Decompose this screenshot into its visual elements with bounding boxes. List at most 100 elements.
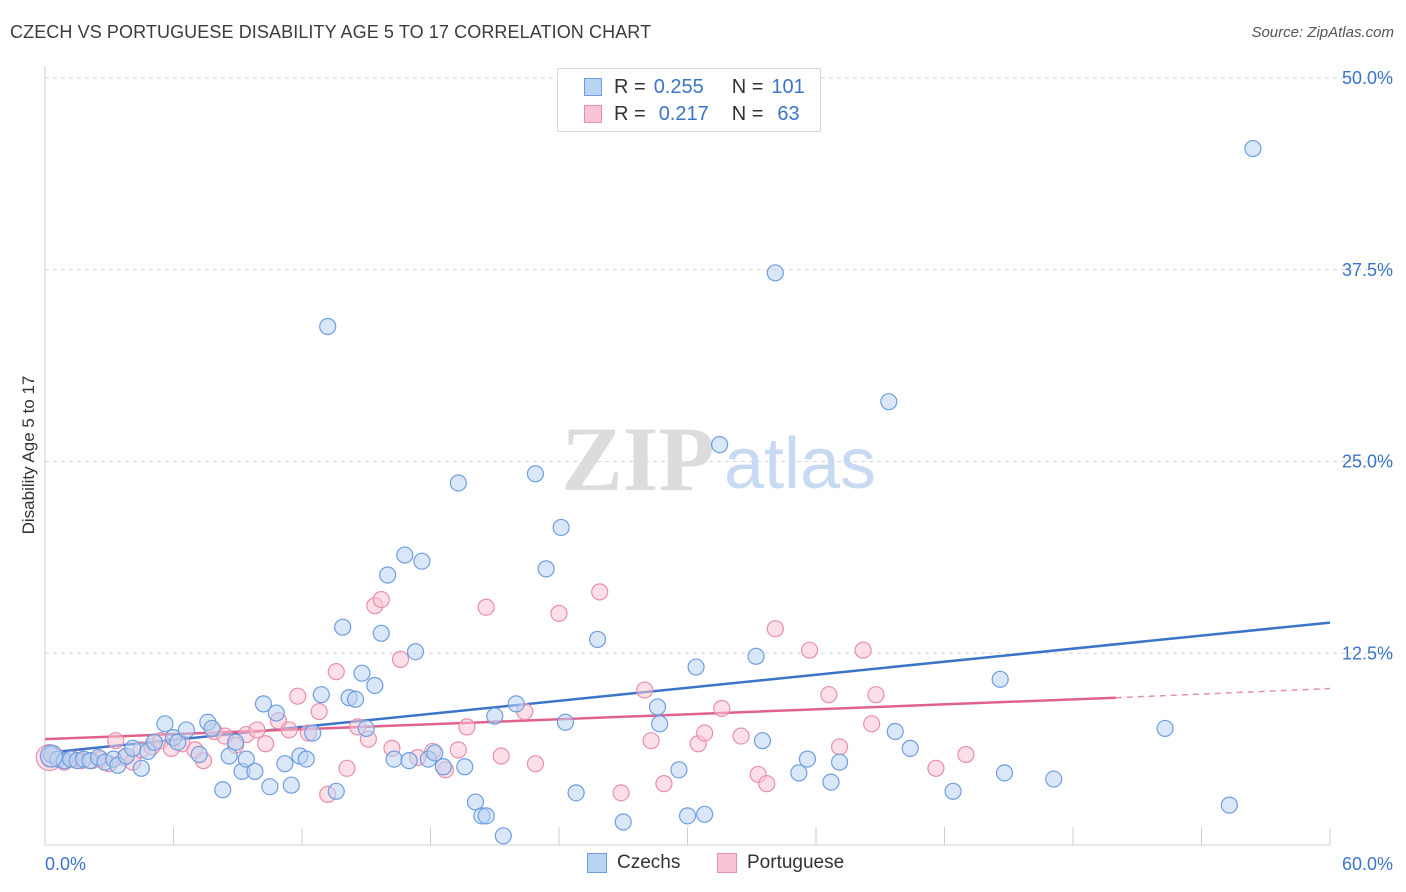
czechs-point — [357, 719, 375, 738]
portuguese-point — [449, 741, 467, 759]
czechs-point — [687, 658, 705, 676]
portuguese-point — [854, 641, 872, 659]
czechs-point — [304, 724, 322, 742]
czechs-point — [678, 807, 697, 825]
czechs-point — [372, 624, 390, 642]
legend: R = 0.255 N = 101 R = 0.217 N = 63 — [557, 68, 821, 132]
bottom-legend-label-portuguese: Portuguese — [747, 852, 845, 873]
bottom-legend-swatch-portuguese — [717, 853, 737, 873]
watermark-zip: ZIP — [561, 408, 714, 510]
legend-row-czechs: R = 0.255 N = 101 — [584, 75, 805, 99]
portuguese-point — [248, 721, 266, 739]
legend-row-portuguese: R = 0.217 N = 63 — [584, 102, 800, 126]
legend-n-value-czechs: 101 — [771, 75, 805, 98]
czechs-point — [177, 721, 195, 739]
czechs-point — [901, 739, 919, 757]
portuguese-point — [526, 755, 545, 773]
portuguese-point — [458, 718, 476, 736]
czechs-point — [537, 560, 555, 578]
bottom-legend-swatch-czechs — [587, 853, 607, 873]
portuguese-point — [492, 747, 510, 765]
portuguese-point — [927, 759, 945, 777]
trend-lines — [44, 621, 1331, 755]
czechs-point — [346, 690, 365, 708]
czechs-point — [494, 827, 512, 845]
portuguese-point — [713, 699, 731, 718]
czechs-point — [214, 781, 232, 799]
chart-title: CZECH VS PORTUGUESE DISABILITY AGE 5 TO … — [10, 22, 652, 42]
legend-r-label: R = — [614, 102, 646, 125]
czechs-point — [651, 715, 669, 733]
czechs-point — [822, 773, 840, 791]
czechs-points — [39, 139, 1262, 845]
legend-swatch-czechs — [584, 78, 602, 96]
y-axis-label: Disability Age 5 to 17 — [19, 376, 38, 535]
czechs-point — [156, 715, 174, 733]
czechs-point — [995, 764, 1014, 782]
czechs-point — [327, 782, 345, 800]
czechs-trend-line — [44, 621, 1331, 755]
portuguese-point — [758, 775, 776, 793]
portuguese-point — [766, 620, 784, 638]
portuguese-point — [642, 732, 660, 750]
portuguese-point — [732, 727, 750, 745]
czechs-point — [798, 750, 817, 768]
czechs-point — [169, 733, 187, 751]
czechs-point — [261, 778, 279, 796]
axes — [44, 66, 1331, 846]
y-tick-label: 25.0% — [1342, 452, 1393, 472]
czechs-point — [552, 518, 570, 537]
legend-n-value-portuguese: 63 — [777, 102, 800, 125]
czechs-point — [39, 744, 64, 768]
czechs-point — [267, 704, 285, 722]
x-tick-label: 60.0% — [1342, 854, 1393, 874]
portuguese-point — [256, 735, 275, 753]
portuguese-point — [338, 759, 356, 777]
portuguese-point — [591, 583, 609, 601]
czechs-point — [297, 750, 315, 768]
czechs-point — [132, 759, 150, 777]
czechs-point — [830, 753, 849, 771]
x-tick-label: 0.0% — [45, 854, 86, 874]
y-tick-label: 50.0% — [1342, 68, 1393, 88]
czechs-point — [227, 733, 245, 751]
czechs-point — [203, 719, 221, 738]
portuguese-point — [636, 681, 654, 699]
legend-r-value-portuguese: 0.217 — [658, 102, 709, 125]
czechs-point — [379, 566, 397, 584]
czechs-point — [190, 745, 208, 764]
czechs-point — [124, 739, 142, 757]
czechs-point — [648, 698, 667, 716]
czechs-point — [1156, 719, 1174, 738]
czechs-point — [944, 782, 962, 800]
legend-n-label: N = — [731, 75, 764, 98]
watermark: ZIP atlas — [561, 408, 876, 510]
portuguese-point — [696, 724, 714, 742]
czechs-point — [334, 618, 352, 636]
watermark-atlas: atlas — [724, 424, 876, 504]
czechs-point — [396, 546, 414, 564]
portuguese-point — [863, 715, 881, 733]
portuguese-point — [830, 738, 849, 756]
czechs-point — [588, 630, 607, 649]
czechs-point — [766, 264, 784, 282]
portuguese-point — [800, 641, 819, 659]
portuguese-point — [280, 721, 298, 739]
czechs-point — [282, 776, 300, 794]
grid-lines — [45, 77, 1392, 654]
czechs-point — [246, 762, 264, 780]
czechs-point — [477, 807, 495, 825]
czechs-point — [670, 761, 688, 779]
portuguese-point — [289, 687, 307, 705]
czechs-point — [413, 552, 431, 570]
czechs-point — [556, 713, 575, 731]
czechs-point — [400, 752, 418, 770]
portuguese-point — [957, 745, 975, 764]
legend-n-label: N = — [731, 102, 764, 125]
czechs-point — [880, 393, 898, 411]
portuguese-point — [327, 663, 345, 681]
portuguese-points — [35, 583, 975, 803]
czechs-point — [526, 465, 545, 483]
bottom-legend-label-czechs: Czechs — [617, 852, 681, 873]
